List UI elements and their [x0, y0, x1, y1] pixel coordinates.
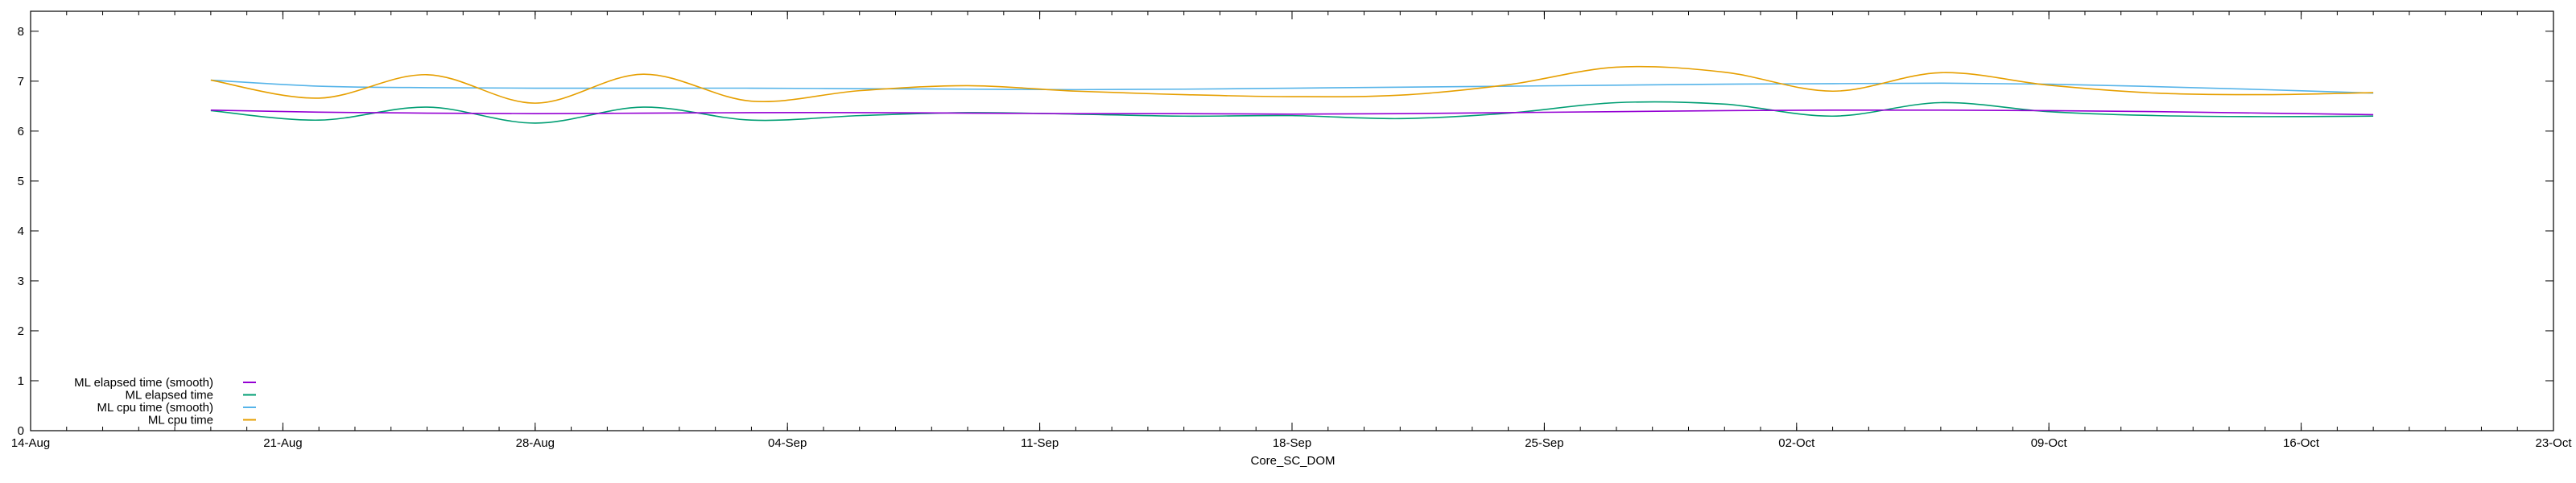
x-tick-label: 25-Sep — [1525, 436, 1563, 450]
x-tick-label: 21-Aug — [263, 436, 302, 450]
x-tick-label: 14-Aug — [11, 436, 50, 450]
y-tick-label: 2 — [18, 324, 24, 338]
x-tick-label: 11-Sep — [1021, 436, 1059, 450]
plot-frame — [30, 10, 2554, 431]
y-tick-label: 0 — [18, 424, 24, 438]
y-tick-label: 5 — [18, 175, 24, 188]
x-tick-label: 09-Oct — [2031, 436, 2068, 450]
legend-label: ML elapsed time — [126, 389, 214, 402]
x-tick-label: 28-Aug — [516, 436, 555, 450]
series-line-ml-elapsed-time — [210, 101, 2374, 124]
x-axis-ticks: 14-Aug 21-Aug 28-Aug 04-Sep 11-Sep 18-Sep 25-S… — [11, 11, 2572, 450]
series-lines — [210, 65, 2374, 124]
x-tick-label: 04-Sep — [768, 436, 807, 450]
legend-label: ML cpu time (smooth) — [97, 401, 214, 415]
y-tick-label: 3 — [18, 275, 24, 288]
y-tick-label: 1 — [18, 374, 24, 388]
x-tick-label: 16-Oct — [2283, 436, 2320, 450]
y-axis-ticks: 0 1 2 3 4 5 6 7 8 — [18, 25, 2553, 438]
series-line-ml-elapsed-time-smooth — [210, 109, 2374, 116]
y-tick-label: 6 — [18, 125, 24, 138]
legend-label: ML cpu time — [148, 414, 213, 427]
y-tick-label: 4 — [18, 225, 24, 238]
series-line-ml-cpu-time-smooth — [210, 79, 2374, 94]
plot-border — [30, 10, 2554, 431]
x-axis-title: Core_SC_DOM — [1250, 454, 1335, 468]
x-tick-label: 18-Sep — [1273, 436, 1311, 450]
legend: ML elapsed time (smooth)ML elapsed timeM… — [74, 376, 256, 427]
legend-label: ML elapsed time (smooth) — [74, 376, 213, 390]
series-line-ml-cpu-time — [210, 65, 2374, 104]
y-tick-label: 8 — [18, 25, 24, 39]
x-tick-label: 23-Oct — [2535, 436, 2572, 450]
x-tick-label: 02-Oct — [1778, 436, 1815, 450]
y-tick-label: 7 — [18, 75, 24, 89]
